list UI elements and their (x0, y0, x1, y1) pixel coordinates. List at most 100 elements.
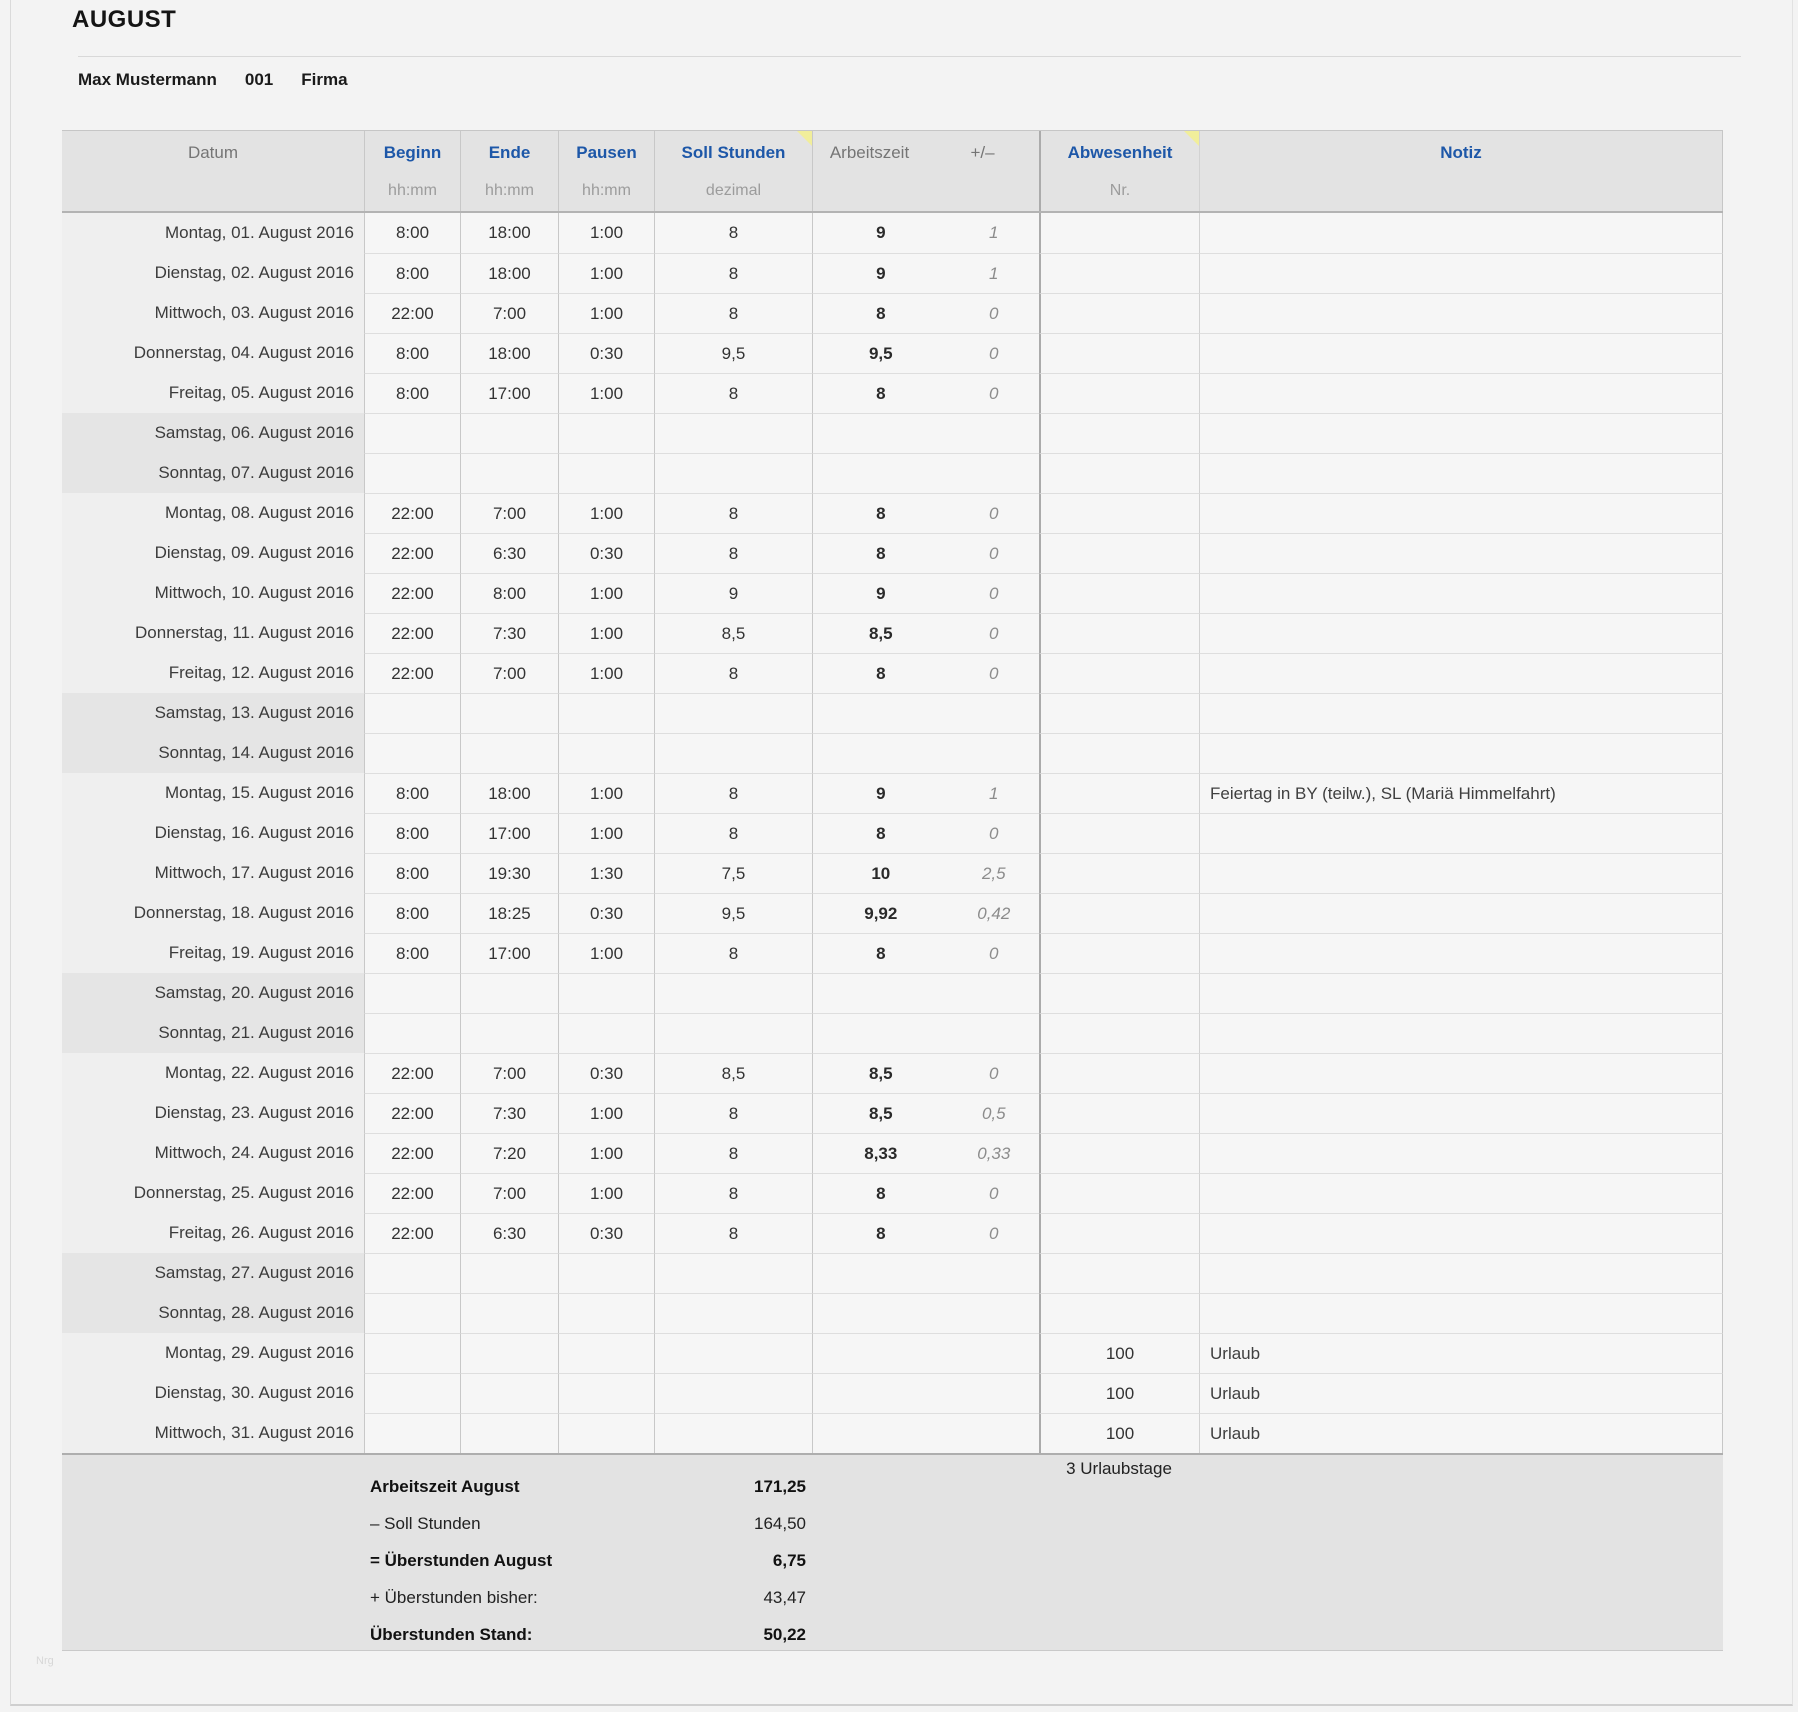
abwesenheit-cell[interactable] (1039, 533, 1199, 573)
summary-label-cell[interactable]: Arbeitszeit August (370, 1476, 520, 1496)
date-cell[interactable]: Sonntag, 21. August 2016 (62, 1013, 364, 1053)
ende-cell[interactable]: 17:00 (460, 373, 558, 413)
notiz-cell[interactable] (1199, 933, 1723, 973)
header-notiz[interactable]: Notiz (1199, 131, 1723, 211)
arbeitszeit-cell[interactable] (812, 693, 1039, 733)
soll-stunden-cell[interactable]: 8 (654, 1093, 812, 1133)
ende-cell[interactable]: 7:00 (460, 1173, 558, 1213)
soll-stunden-cell[interactable]: 8 (654, 213, 812, 253)
notiz-cell[interactable] (1199, 333, 1723, 373)
notiz-cell[interactable] (1199, 733, 1723, 773)
ende-cell[interactable]: 17:00 (460, 813, 558, 853)
abwesenheit-cell[interactable] (1039, 1013, 1199, 1053)
beginn-cell[interactable]: 22:00 (364, 1213, 460, 1253)
date-cell[interactable]: Donnerstag, 25. August 2016 (62, 1173, 364, 1213)
notiz-cell[interactable] (1199, 1133, 1723, 1173)
beginn-cell[interactable]: 22:00 (364, 573, 460, 613)
ende-cell[interactable]: 18:00 (460, 213, 558, 253)
pausen-cell[interactable] (558, 1253, 654, 1293)
arbeitszeit-cell[interactable] (812, 1413, 1039, 1453)
beginn-cell[interactable]: 22:00 (364, 533, 460, 573)
beginn-cell[interactable] (364, 973, 460, 1013)
date-cell[interactable]: Montag, 22. August 2016 (62, 1053, 364, 1093)
pausen-cell[interactable]: 0:30 (558, 533, 654, 573)
abwesenheit-cell[interactable] (1039, 1133, 1199, 1173)
date-cell[interactable]: Montag, 29. August 2016 (62, 1333, 364, 1373)
arbeitszeit-cell[interactable]: 9,92 0,42 (812, 893, 1039, 933)
notiz-cell[interactable] (1199, 653, 1723, 693)
abwesenheit-cell[interactable] (1039, 1093, 1199, 1133)
beginn-cell[interactable]: 8:00 (364, 853, 460, 893)
pausen-cell[interactable]: 1:00 (558, 493, 654, 533)
beginn-cell[interactable] (364, 1013, 460, 1053)
soll-stunden-cell[interactable] (654, 973, 812, 1013)
notiz-cell[interactable]: Feiertag in BY (teilw.), SL (Mariä Himme… (1199, 773, 1723, 813)
beginn-cell[interactable]: 8:00 (364, 933, 460, 973)
arbeitszeit-cell[interactable]: 8,33 0,33 (812, 1133, 1039, 1173)
summary-label-cell[interactable]: + Überstunden bisher: (370, 1587, 538, 1607)
pausen-cell[interactable]: 1:00 (558, 933, 654, 973)
ende-cell[interactable] (460, 733, 558, 773)
ende-cell[interactable]: 6:30 (460, 1213, 558, 1253)
header-beginn[interactable]: Beginn hh:mm (364, 131, 460, 211)
abwesenheit-cell[interactable] (1039, 333, 1199, 373)
soll-stunden-cell[interactable]: 7,5 (654, 853, 812, 893)
soll-stunden-cell[interactable]: 8 (654, 1173, 812, 1213)
abwesenheit-cell[interactable] (1039, 893, 1199, 933)
pausen-cell[interactable]: 1:00 (558, 293, 654, 333)
notiz-cell[interactable] (1199, 1093, 1723, 1133)
abwesenheit-cell[interactable] (1039, 373, 1199, 413)
date-cell[interactable]: Samstag, 27. August 2016 (62, 1253, 364, 1293)
abwesenheit-cell[interactable] (1039, 653, 1199, 693)
notiz-cell[interactable] (1199, 213, 1723, 253)
notiz-cell[interactable] (1199, 453, 1723, 493)
pausen-cell[interactable]: 0:30 (558, 1213, 654, 1253)
notiz-cell[interactable] (1199, 853, 1723, 893)
soll-stunden-cell[interactable] (654, 733, 812, 773)
arbeitszeit-cell[interactable] (812, 973, 1039, 1013)
abwesenheit-cell[interactable] (1039, 1253, 1199, 1293)
soll-stunden-cell[interactable]: 8 (654, 373, 812, 413)
beginn-cell[interactable]: 22:00 (364, 293, 460, 333)
notiz-cell[interactable]: Urlaub (1199, 1333, 1723, 1373)
summary-value-cell[interactable]: 171,25 (754, 1476, 806, 1496)
beginn-cell[interactable]: 22:00 (364, 653, 460, 693)
arbeitszeit-cell[interactable] (812, 1333, 1039, 1373)
soll-stunden-cell[interactable] (654, 413, 812, 453)
soll-stunden-cell[interactable]: 8 (654, 813, 812, 853)
date-cell[interactable]: Samstag, 06. August 2016 (62, 413, 364, 453)
soll-stunden-cell[interactable] (654, 453, 812, 493)
pausen-cell[interactable]: 1:00 (558, 1173, 654, 1213)
pausen-cell[interactable] (558, 1373, 654, 1413)
notiz-cell[interactable] (1199, 413, 1723, 453)
soll-stunden-cell[interactable] (654, 693, 812, 733)
date-cell[interactable]: Dienstag, 30. August 2016 (62, 1373, 364, 1413)
ende-cell[interactable] (460, 453, 558, 493)
ende-cell[interactable] (460, 1013, 558, 1053)
beginn-cell[interactable] (364, 1293, 460, 1333)
abwesenheit-cell[interactable]: 100 (1039, 1413, 1199, 1453)
soll-stunden-cell[interactable]: 9,5 (654, 893, 812, 933)
abwesenheit-cell[interactable] (1039, 493, 1199, 533)
arbeitszeit-cell[interactable]: 8,5 0 (812, 613, 1039, 653)
beginn-cell[interactable]: 8:00 (364, 373, 460, 413)
summary-value-cell[interactable]: 50,22 (763, 1624, 806, 1644)
soll-stunden-cell[interactable]: 8 (654, 933, 812, 973)
abwesenheit-cell[interactable] (1039, 1213, 1199, 1253)
header-arbeitszeit[interactable]: Arbeitszeit +/– (812, 131, 1039, 211)
summary-label-cell[interactable]: = Überstunden August (370, 1550, 553, 1570)
abwesenheit-cell[interactable]: 100 (1039, 1333, 1199, 1373)
pausen-cell[interactable]: 1:00 (558, 213, 654, 253)
ende-cell[interactable] (460, 1373, 558, 1413)
pausen-cell[interactable]: 1:00 (558, 813, 654, 853)
date-cell[interactable]: Donnerstag, 11. August 2016 (62, 613, 364, 653)
pausen-cell[interactable] (558, 413, 654, 453)
date-cell[interactable]: Dienstag, 09. August 2016 (62, 533, 364, 573)
arbeitszeit-cell[interactable]: 9,5 0 (812, 333, 1039, 373)
beginn-cell[interactable]: 8:00 (364, 813, 460, 853)
